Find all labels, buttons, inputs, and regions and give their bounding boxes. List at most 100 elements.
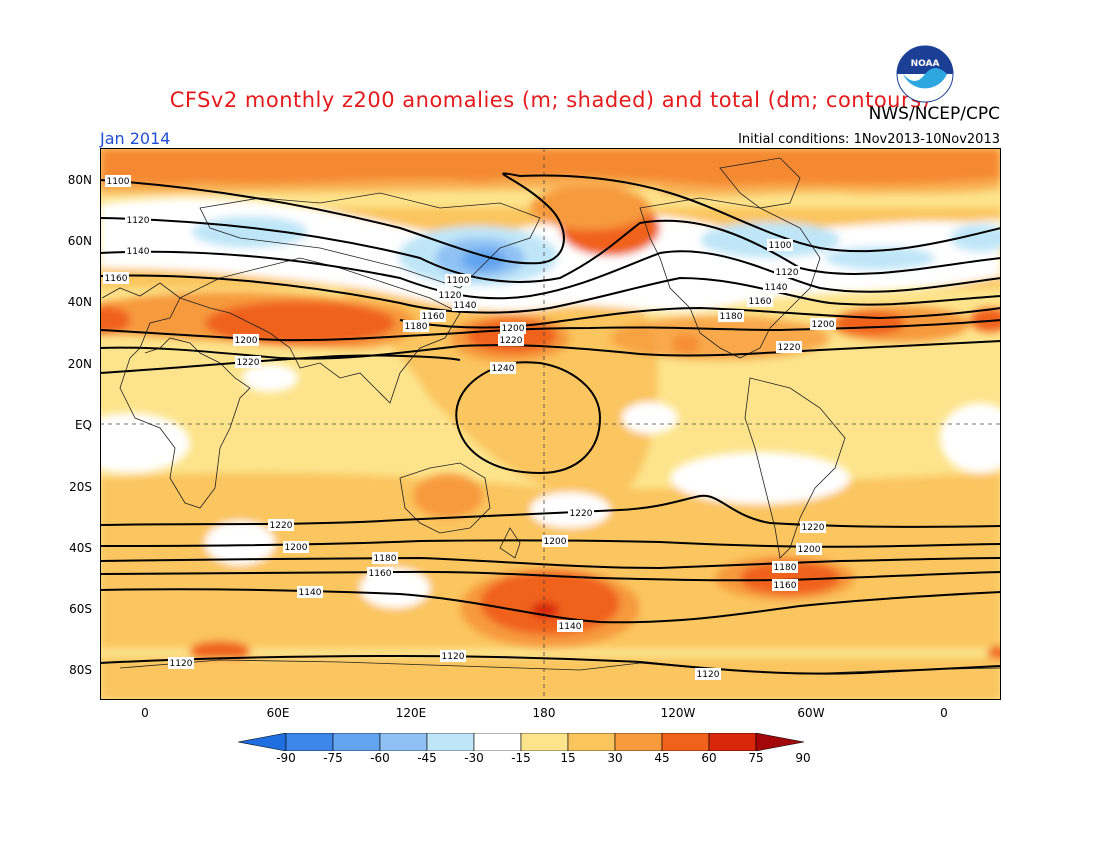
colorbar-label: 45	[654, 751, 670, 765]
contour-1220b	[100, 354, 461, 374]
org-label: NWS/NCEP/CPC	[868, 104, 1000, 124]
colorbar-label: -60	[370, 751, 390, 765]
colorbar-label: -45	[417, 751, 437, 765]
greenland-coast	[719, 157, 801, 209]
contour-label: 1180	[374, 554, 397, 564]
colorbar-swatch	[285, 733, 334, 751]
north-america-coast	[639, 197, 821, 359]
contour-1160	[100, 274, 1001, 314]
lat-label: 40S	[69, 541, 92, 555]
south-america-coast	[744, 377, 846, 559]
anomaly-fill	[970, 308, 1001, 332]
lat-label: EQ	[74, 418, 92, 432]
africa-coast	[101, 282, 251, 509]
colorbar-swatch	[238, 733, 287, 751]
map-frame	[100, 148, 1001, 700]
colorbar	[238, 733, 805, 751]
anomaly-fill	[205, 521, 275, 565]
contour-label: 1140	[765, 283, 788, 293]
contour-label: 1160	[749, 297, 772, 307]
anomaly-fill	[100, 413, 190, 473]
colorbar-swatch	[332, 733, 381, 751]
contour-label: 1160	[774, 581, 797, 591]
colorbar-swatch	[755, 733, 805, 751]
colorbar-label: -75	[323, 751, 343, 765]
contour-label: 1220	[270, 521, 293, 531]
contour-label: 1140	[127, 247, 150, 257]
contour-label: 1100	[769, 241, 792, 251]
lon-label: 120E	[395, 706, 427, 720]
anomaly-fill	[462, 249, 506, 271]
grid-lines	[100, 148, 1001, 700]
colorbar-swatch	[473, 733, 522, 751]
colorbar-swatch	[379, 733, 428, 751]
anomaly-fill	[100, 306, 130, 334]
contour-1160s	[100, 570, 1001, 582]
colorbar-swatch	[567, 733, 616, 751]
contour-label: 1200	[285, 543, 308, 553]
colorbar-swatch	[661, 733, 710, 751]
anomaly-fill	[670, 452, 850, 504]
contour-label: 1220	[778, 343, 801, 353]
anomaly-fill	[835, 311, 905, 335]
contour-1180s	[100, 556, 1001, 570]
contour-1120s	[100, 654, 1001, 675]
contour-label: 1140	[299, 588, 322, 598]
forecast-month: Jan 2014	[100, 129, 171, 148]
contour-label: 1120	[697, 670, 720, 680]
anomaly-fill	[988, 646, 1001, 662]
lon-label: 60E	[266, 706, 290, 720]
contour-label: 1120	[439, 291, 462, 301]
lat-label: 60N	[67, 234, 92, 248]
contour-label: 1140	[454, 301, 477, 311]
contour-label: 1200	[544, 537, 567, 547]
contour-label: 1180	[405, 322, 428, 332]
contour-label: 1220	[570, 509, 593, 519]
siberia-coast	[199, 192, 541, 289]
colorbar-label: -90	[276, 751, 296, 765]
anomaly-fill	[413, 474, 483, 518]
anomaly-fill	[940, 403, 1001, 473]
anomaly-fill	[530, 186, 650, 230]
lat-label: 80N	[67, 173, 92, 187]
colorbar-swatch	[426, 733, 475, 751]
anomaly-map: 1100 1120 1140 1160 1100 1120 1140 1160 …	[100, 148, 1001, 700]
lon-label: 60W	[797, 706, 825, 720]
contour-1140	[100, 250, 1001, 300]
contour-label: 1160	[369, 569, 392, 579]
anomaly-fill	[242, 364, 298, 392]
noaa-logo-icon: NOAA	[896, 45, 954, 103]
colorbar-label: 30	[607, 751, 623, 765]
contour-label: 1120	[442, 652, 465, 662]
contour-label: 1200	[812, 320, 835, 330]
contour-1120	[100, 217, 1001, 283]
colorbar-label: 75	[748, 751, 764, 765]
lon-label: 0	[141, 706, 149, 720]
contour-label: 1120	[776, 268, 799, 278]
contour-label: 1100	[107, 177, 130, 187]
lon-label: 120W	[660, 706, 696, 720]
contour-label: 1180	[720, 312, 743, 322]
contour-label: 1180	[774, 563, 797, 573]
noaa-logo-text: NOAA	[911, 59, 940, 69]
colorbar-swatch	[708, 733, 757, 751]
initial-conditions: Initial conditions: 1Nov2013-10Nov2013	[738, 132, 1000, 147]
contour-label: 1140	[559, 622, 582, 632]
colorbar-label: 60	[701, 751, 717, 765]
lon-label: 0	[940, 706, 948, 720]
anomaly-fill	[190, 641, 250, 661]
contour-label: 1100	[447, 276, 470, 286]
colorbar-swatch	[520, 733, 569, 751]
contour-label: 1240	[492, 364, 515, 374]
lon-label: 180	[532, 706, 556, 720]
anomaly-fill	[740, 561, 840, 595]
colorbar-swatch	[614, 733, 663, 751]
contour-1140s	[100, 588, 1001, 624]
colorbar-label: -15	[511, 751, 531, 765]
contour-label: 1160	[422, 312, 445, 322]
anomaly-fill	[622, 402, 678, 434]
anomaly-fill	[100, 148, 1001, 196]
colorbar-label: 15	[560, 751, 576, 765]
colorbar-label: -30	[464, 751, 484, 765]
lat-label: 60S	[69, 602, 92, 616]
